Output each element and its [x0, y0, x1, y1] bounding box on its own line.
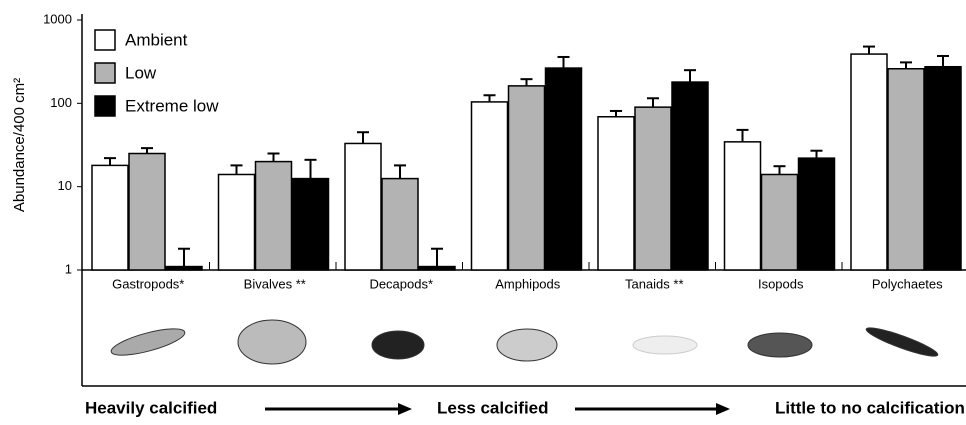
- bar: [165, 265, 203, 271]
- x-tick-label: Tanaids **: [625, 276, 684, 291]
- bar: [254, 160, 293, 271]
- legend-swatch: [94, 62, 116, 84]
- bar: [723, 141, 762, 271]
- x-tick-label: Isopods: [758, 276, 804, 291]
- annotation: Little to no calcification: [775, 398, 965, 417]
- icon: [371, 330, 425, 360]
- bar: [470, 101, 509, 271]
- y-axis-label: Abundance/400 cm²: [11, 78, 28, 212]
- bar: [381, 177, 419, 271]
- y-tick-label: 100: [50, 95, 72, 110]
- arrows: [265, 403, 730, 415]
- annotation: Heavily calcified: [85, 398, 217, 417]
- bar: [760, 173, 799, 271]
- bar: [924, 65, 962, 271]
- y-tick-label: 1: [65, 261, 72, 276]
- bar: [850, 53, 888, 271]
- bar: [507, 85, 546, 271]
- x-tick-label: Bivalves **: [244, 276, 306, 291]
- arrow-head: [398, 403, 412, 415]
- bar: [128, 152, 166, 271]
- bar: [344, 142, 382, 271]
- bar: [291, 177, 330, 271]
- bar: [887, 68, 925, 271]
- icon: [632, 335, 698, 355]
- icon: [110, 328, 186, 356]
- arrow-head: [716, 403, 730, 415]
- bar: [418, 265, 456, 271]
- icon: [237, 319, 307, 365]
- legend-label: Ambient: [125, 30, 188, 49]
- bar: [797, 157, 836, 271]
- y-tick-label: 10: [58, 178, 72, 193]
- legend-label: Low: [125, 63, 157, 82]
- bar: [634, 106, 672, 271]
- bar: [671, 81, 709, 271]
- legend-swatch: [94, 95, 116, 117]
- icon: [747, 332, 813, 358]
- bar: [217, 173, 256, 271]
- legend-swatch: [94, 29, 116, 51]
- bar: [544, 67, 583, 271]
- x-tick-label: Gastropods*: [112, 276, 184, 291]
- icon: [865, 327, 939, 357]
- icon: [496, 328, 558, 362]
- annotation: Less calcified: [437, 398, 549, 417]
- bar: [597, 116, 635, 271]
- animal-icons: [110, 319, 939, 365]
- legend-label: Extreme low: [125, 96, 219, 115]
- x-tick-label: Amphipods: [495, 276, 561, 291]
- x-tick-label: Polychaetes: [872, 276, 943, 291]
- y-tick-label: 1000: [43, 11, 72, 26]
- bar: [91, 164, 129, 271]
- x-tick-label: Decapods*: [369, 276, 433, 291]
